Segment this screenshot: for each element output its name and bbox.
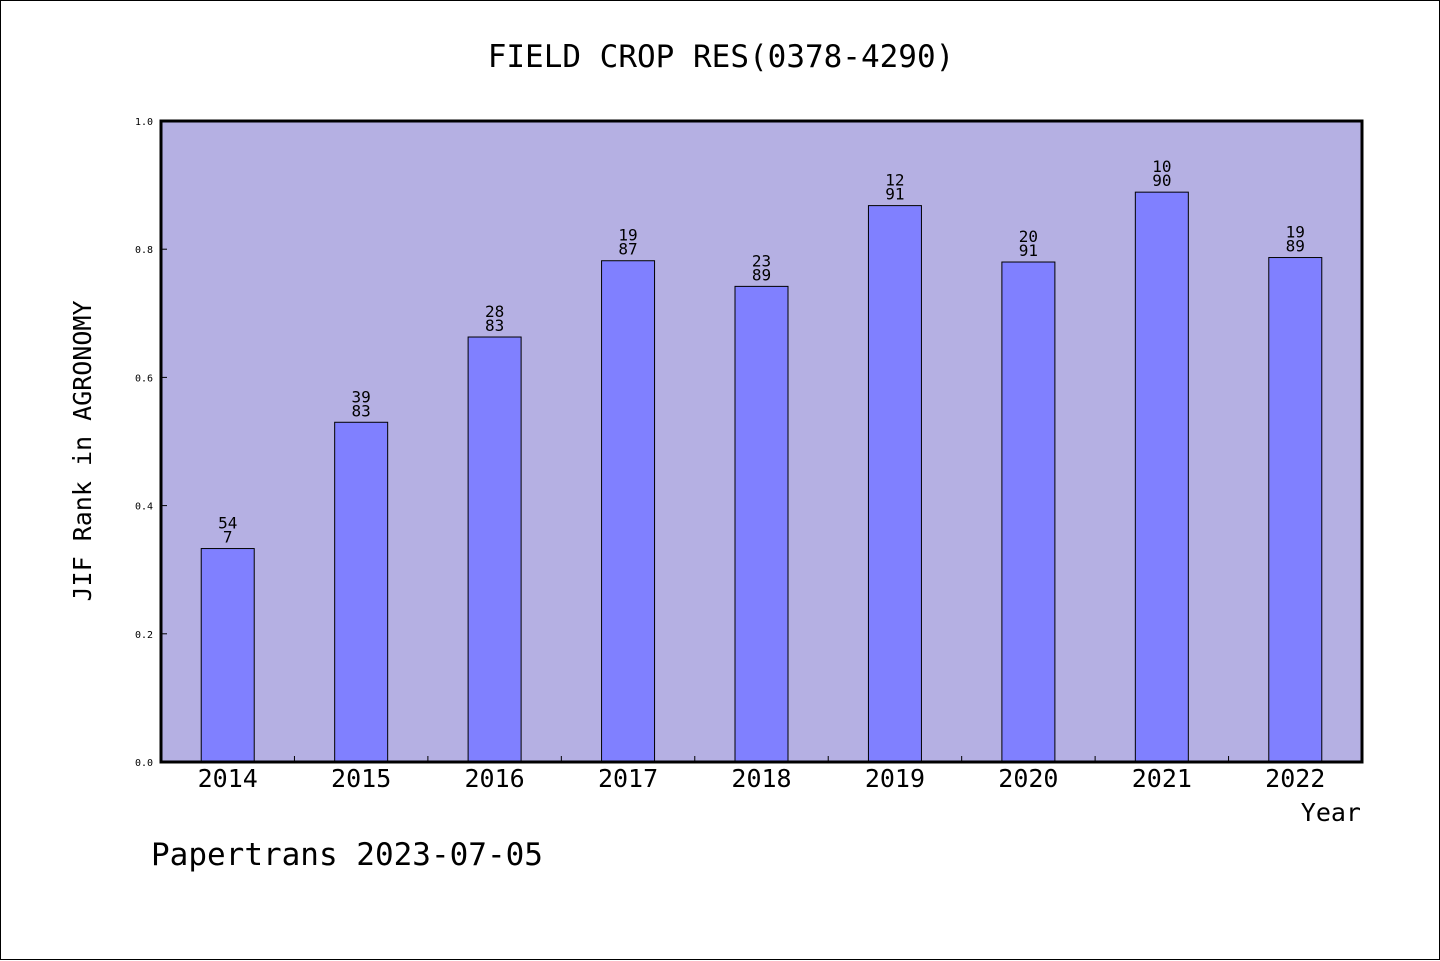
bar-label: 39 bbox=[352, 387, 371, 406]
chart-title: FIELD CROP RES(0378-4290) bbox=[488, 39, 955, 75]
bar-label: 28 bbox=[485, 302, 504, 321]
bar-label: 10 bbox=[1152, 157, 1171, 176]
bar-2014 bbox=[200, 548, 255, 763]
y-tick-label: 0.8 bbox=[135, 245, 153, 256]
footer-source-date: Papertrans 2023-07-05 bbox=[151, 837, 543, 873]
bar-2018 bbox=[734, 285, 789, 763]
y-tick-label: 0.2 bbox=[135, 630, 153, 641]
bar-2021 bbox=[1134, 191, 1189, 763]
x-axis-label: Year bbox=[1301, 798, 1361, 827]
bar-label: 83 bbox=[352, 401, 371, 420]
bar-label: 87 bbox=[618, 240, 637, 259]
y-axis-ticks: 0.0 0.2 0.4 0.6 0.8 1.0 bbox=[135, 117, 167, 769]
bar-2015 bbox=[334, 421, 389, 763]
y-tick-label: 0.0 bbox=[135, 758, 153, 769]
x-tick-label: 2019 bbox=[865, 764, 925, 793]
bars-group bbox=[200, 191, 1323, 763]
bar-2022 bbox=[1268, 257, 1323, 763]
x-tick-label: 2018 bbox=[731, 764, 791, 793]
bar-label: 12 bbox=[885, 171, 904, 190]
bar-label: 7 bbox=[223, 528, 233, 547]
bar-2020 bbox=[1001, 261, 1056, 763]
bar-2016 bbox=[467, 336, 522, 763]
bar-label: 19 bbox=[618, 226, 637, 245]
bar-label: 83 bbox=[485, 316, 504, 335]
bar-2017 bbox=[601, 260, 656, 763]
x-tick-label: 2016 bbox=[465, 764, 525, 793]
bar-label: 90 bbox=[1152, 171, 1171, 190]
bar-label: 23 bbox=[752, 251, 771, 270]
bar-label: 89 bbox=[1286, 237, 1305, 256]
y-axis-label: JIF Rank in AGRONOMY bbox=[68, 300, 97, 601]
y-tick-label: 0.4 bbox=[135, 502, 153, 513]
x-tick-label: 2020 bbox=[998, 764, 1058, 793]
x-tick-label: 2022 bbox=[1265, 764, 1325, 793]
bar-label: 89 bbox=[752, 265, 771, 284]
bar-label: 19 bbox=[1286, 223, 1305, 242]
bar-2019 bbox=[867, 205, 922, 763]
x-tick-label: 2014 bbox=[198, 764, 258, 793]
plot-border bbox=[159, 119, 1364, 764]
x-tick-label: 2017 bbox=[598, 764, 658, 793]
bar-label: 20 bbox=[1019, 227, 1038, 246]
y-tick-label: 1.0 bbox=[135, 117, 153, 128]
y-tick-label: 0.6 bbox=[135, 373, 153, 384]
x-axis-ticks: 2014 2015 2016 2017 2018 2019 2020 2021 2022 bbox=[198, 756, 1325, 793]
x-tick-label: 2015 bbox=[331, 764, 391, 793]
bar-label: 91 bbox=[1019, 241, 1038, 260]
x-tick-label: 2021 bbox=[1132, 764, 1192, 793]
bar-label: 54 bbox=[218, 514, 237, 533]
bar-label: 91 bbox=[885, 185, 904, 204]
